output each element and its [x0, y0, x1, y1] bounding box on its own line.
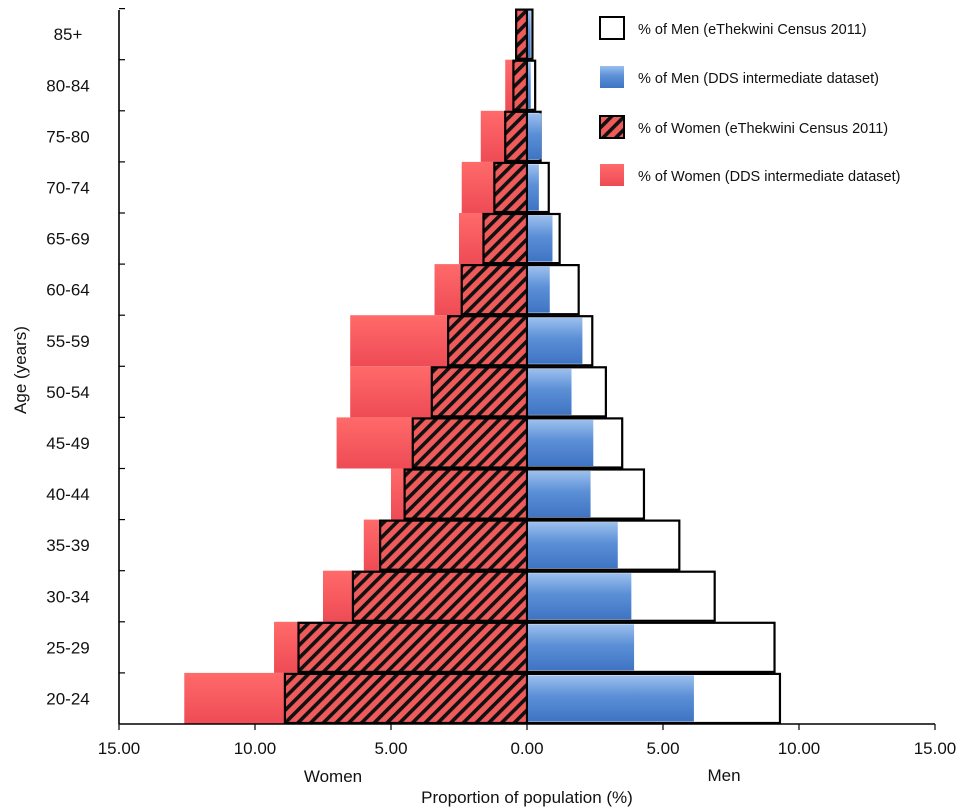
- y-axis-label: Age (years): [11, 326, 30, 414]
- y-tick-label: 45-49: [46, 434, 89, 453]
- y-tick-label: 50-54: [46, 383, 89, 402]
- men-dds-bar: [528, 11, 531, 58]
- women-census-bar: [379, 519, 529, 571]
- y-tick-label: 40-44: [46, 485, 89, 504]
- legend-label: % of Women (DDS intermediate dataset): [638, 169, 900, 185]
- men-dds-bar: [528, 215, 553, 262]
- women-census-bar: [493, 161, 529, 214]
- men-side-label: Men: [707, 766, 740, 785]
- y-tick-label: 25-29: [46, 638, 89, 657]
- x-tick-label: 15.00: [98, 739, 141, 758]
- men-dds-bar: [528, 573, 632, 620]
- men-dds-bar: [528, 624, 635, 671]
- men-dds-bar: [528, 266, 550, 313]
- women-census-bar: [447, 315, 529, 367]
- legend-swatch: [600, 164, 624, 186]
- women-census-bar: [351, 570, 529, 622]
- men-dds-bar: [528, 522, 618, 569]
- men-dds-bar: [528, 113, 542, 160]
- women-census-bars: [283, 8, 529, 725]
- men-dds-bars: [528, 11, 694, 722]
- x-tick-labels: 15.00 10.00 5.00 0.00 5.00 10.00 15.00: [98, 724, 957, 758]
- legend-swatch: [600, 66, 624, 88]
- y-tick-labels: 20-24 25-29 30-34 35-39 40-44 45-49 50-54 55-59…: [46, 8, 125, 708]
- legend-swatch: [599, 16, 625, 40]
- y-tick-label: 20-24: [46, 689, 89, 708]
- men-dds-bar: [528, 317, 583, 364]
- x-tick-label: 10.00: [778, 739, 821, 758]
- x-tick-label: 5.00: [374, 739, 407, 758]
- y-tick-label: 30-34: [46, 587, 89, 606]
- y-tick-label: 35-39: [46, 536, 89, 555]
- y-tick-label: 85+: [54, 25, 83, 44]
- women-census-bar: [482, 212, 529, 265]
- men-dds-bar: [528, 471, 591, 518]
- y-tick-label: 70-74: [46, 178, 89, 197]
- x-tick-label: 10.00: [234, 739, 277, 758]
- legend-label: % of Women (eThekwini Census 2011): [638, 121, 888, 137]
- men-dds-bar: [528, 675, 694, 722]
- x-tick-label: 0.00: [510, 739, 543, 758]
- men-dds-bar: [528, 62, 531, 109]
- women-census-bar: [403, 468, 529, 520]
- men-dds-bar: [528, 368, 572, 415]
- legend-label: % of Men (eThekwini Census 2011): [638, 22, 867, 38]
- y-tick-label: 65-69: [46, 230, 89, 249]
- women-census-bar: [283, 672, 529, 725]
- women-census-bar: [515, 8, 529, 60]
- women-census-bar: [512, 59, 529, 111]
- legend-swatch: [599, 115, 625, 139]
- women-census-bar: [504, 110, 529, 163]
- women-census-bar: [460, 264, 529, 316]
- women-census-bar: [411, 417, 529, 469]
- legend: % of Men (eThekwini Census 2011) % of Men…: [599, 16, 900, 186]
- x-tick-label: 5.00: [646, 739, 679, 758]
- women-census-bar: [297, 621, 529, 673]
- y-tick-label: 80-84: [46, 76, 89, 95]
- y-tick-label: 60-64: [46, 281, 89, 300]
- y-tick-label: 75-80: [46, 127, 89, 146]
- men-dds-bar: [528, 419, 594, 466]
- women-census-bar: [430, 366, 529, 418]
- x-axis-label: Proportion of population (%): [421, 788, 633, 807]
- x-tick-label: 15.00: [914, 739, 957, 758]
- men-dds-bar: [528, 164, 539, 211]
- legend-label: % of Men (DDS intermediate dataset): [638, 71, 879, 87]
- women-side-label: Women: [304, 767, 362, 786]
- y-tick-label: 55-59: [46, 332, 89, 351]
